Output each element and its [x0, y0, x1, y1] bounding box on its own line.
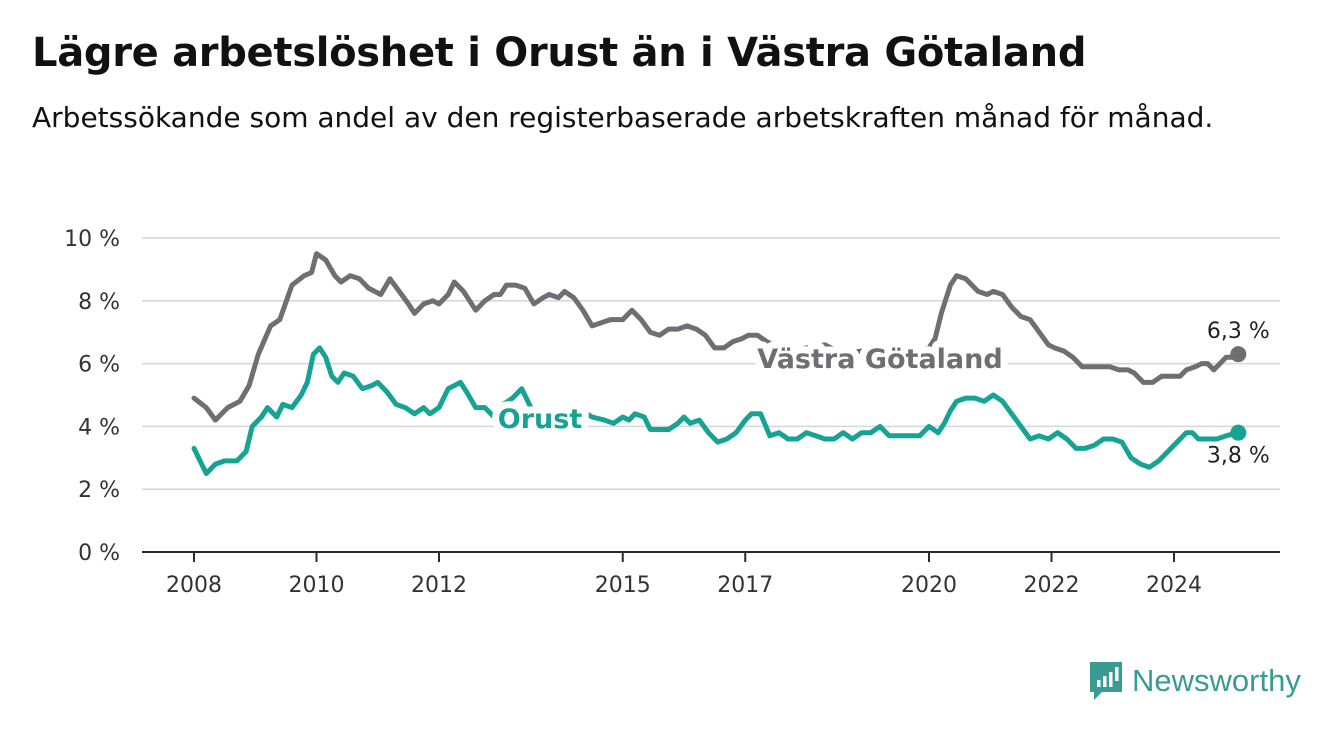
chart-title: Lägre arbetslöshet i Orust än i Västra G… — [32, 30, 1087, 76]
series-name-label: Västra Götaland — [757, 344, 1002, 375]
x-tick-label: 2008 — [166, 573, 222, 598]
y-tick-label: 0 % — [78, 541, 120, 566]
series-name-halo: Västra Götaland — [757, 344, 1002, 375]
series-name-halo: Orust — [498, 404, 583, 435]
series-name-label: Orust — [498, 404, 583, 435]
x-tick-label: 2020 — [901, 573, 957, 598]
y-tick-label: 4 % — [78, 415, 120, 440]
series-endpoint — [1230, 424, 1247, 441]
y-tick-label: 8 % — [78, 290, 120, 315]
end-value-label: 3,8 % — [1207, 444, 1270, 469]
y-tick-label: 10 % — [64, 227, 120, 252]
x-tick-label: 2017 — [717, 573, 773, 598]
x-tick-label: 2012 — [411, 573, 467, 598]
y-tick-label: 6 % — [78, 353, 120, 378]
series-line — [191, 345, 1241, 476]
newsworthy-icon — [1090, 662, 1122, 700]
end-value-label: 6,3 % — [1207, 319, 1270, 344]
y-axis-ticks: 0 % 2 % 4 % 6 % 8 % 10 % — [64, 227, 120, 566]
series-endpoint — [1230, 346, 1247, 363]
x-axis-ticks: 2008 2010 2012 2015 2017 2020 2022 2024 — [166, 552, 1202, 598]
grid-lines — [142, 237, 1280, 490]
brand-logo: Newsworthy — [1088, 660, 1301, 702]
x-tick-label: 2010 — [289, 573, 345, 598]
brand-name: Newsworthy — [1132, 663, 1301, 698]
series-line — [191, 251, 1241, 423]
x-tick-label: 2022 — [1024, 573, 1080, 598]
chart-subtitle: Arbetssökande som andel av den registerb… — [32, 101, 1214, 134]
x-tick-label: 2024 — [1146, 573, 1202, 598]
x-tick-label: 2015 — [595, 573, 651, 598]
y-tick-label: 2 % — [78, 478, 120, 503]
series-layer — [191, 251, 1247, 476]
